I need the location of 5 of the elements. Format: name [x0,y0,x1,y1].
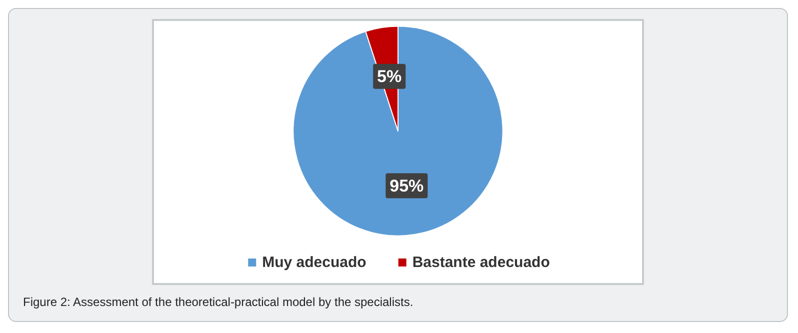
data-label: 5% [377,66,402,86]
data-label: 95% [390,176,424,196]
legend-label: Bastante adecuado [412,254,550,271]
legend-label: Muy adecuado [262,254,366,271]
caption: Figure 2: Assessment of the theoretical-practical model by the specialists. [23,295,414,309]
